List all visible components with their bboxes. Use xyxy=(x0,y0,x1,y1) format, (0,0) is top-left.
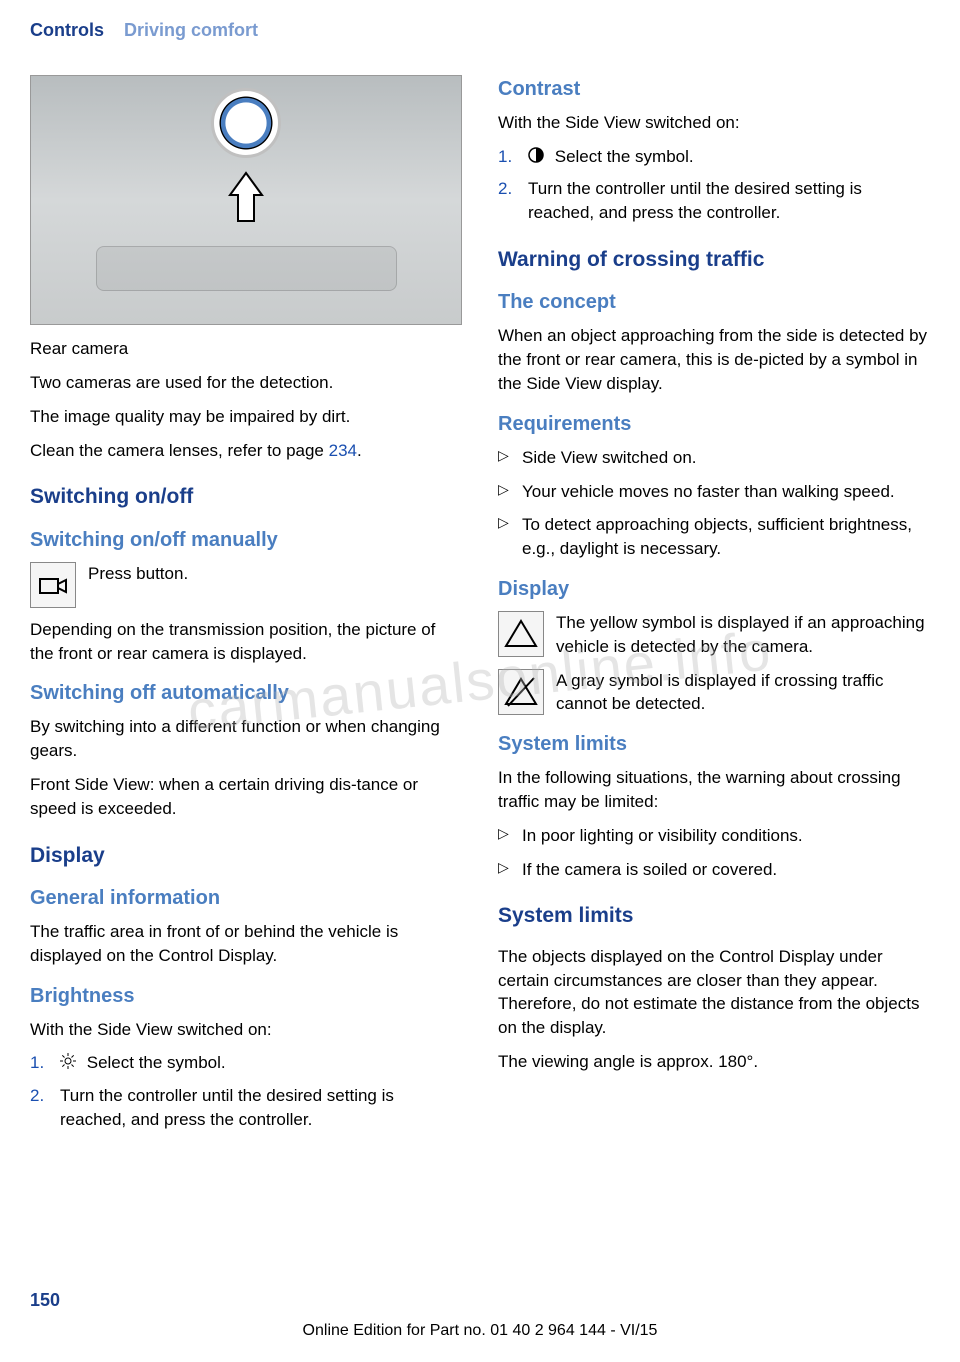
list-text: Select the symbol. xyxy=(555,147,694,166)
trunk-handle xyxy=(96,246,397,291)
heading-concept: The concept xyxy=(498,288,930,316)
page-header: Controls Driving comfort xyxy=(0,0,960,55)
brightness-steps: Select the symbol. Turn the controller u… xyxy=(30,1051,462,1131)
camera-button-icon xyxy=(30,562,76,608)
paragraph: Depending on the transmission position, … xyxy=(30,618,462,666)
heading-requirements: Requirements xyxy=(498,410,930,438)
list-item: Your vehicle moves no faster than walkin… xyxy=(498,480,930,504)
edition-text: Online Edition for Part no. 01 40 2 964 … xyxy=(30,1320,930,1342)
paragraph: By switching into a different function o… xyxy=(30,715,462,763)
rear-camera-photo xyxy=(30,75,462,325)
photo-caption: Rear camera xyxy=(30,337,462,361)
paragraph: With the Side View switched on: xyxy=(30,1018,462,1042)
heading-switching-auto: Switching off automatically xyxy=(30,679,462,707)
list-item: Select the symbol. xyxy=(30,1051,462,1075)
heading-system-limits: System limits xyxy=(498,730,930,758)
heading-warning-crossing: Warning of crossing traffic xyxy=(498,245,930,274)
bmw-badge-icon xyxy=(211,88,281,158)
arrow-up-icon xyxy=(226,171,266,227)
heading-display: Display xyxy=(30,841,462,870)
display-row-gray: A gray symbol is displayed if crossing t… xyxy=(498,669,930,717)
paragraph: The viewing angle is approx. 180°. xyxy=(498,1050,930,1074)
paragraph: With the Side View switched on: xyxy=(498,111,930,135)
warning-triangle-icon xyxy=(498,611,544,657)
heading-brightness: Brightness xyxy=(30,982,462,1010)
warning-triangle-crossed-icon xyxy=(498,669,544,715)
paragraph: Clean the camera lenses, refer to page 2… xyxy=(30,439,462,463)
text: Clean the camera lenses, refer to page xyxy=(30,441,329,460)
heading-general-info: General information xyxy=(30,884,462,912)
list-text: Select the symbol. xyxy=(87,1053,226,1072)
header-controls: Controls xyxy=(30,18,104,43)
contrast-steps: Select the symbol. Turn the controller u… xyxy=(498,145,930,225)
heading-display2: Display xyxy=(498,575,930,603)
requirements-list: Side View switched on. Your vehicle move… xyxy=(498,446,930,561)
display-row-yellow: The yellow symbol is displayed if an app… xyxy=(498,611,930,659)
left-column: Rear camera Two cameras are used for the… xyxy=(30,75,462,1139)
list-item: If the camera is soiled or covered. xyxy=(498,858,930,882)
list-item: Turn the controller until the desired se… xyxy=(30,1084,462,1132)
press-button-row: Press button. xyxy=(30,562,462,608)
list-item: Side View switched on. xyxy=(498,446,930,470)
page-link[interactable]: 234 xyxy=(329,441,357,460)
list-item: Turn the controller until the desired se… xyxy=(498,177,930,225)
page-number: 150 xyxy=(30,1288,930,1313)
heading-switching-manual: Switching on/off manually xyxy=(30,526,462,554)
content-columns: Rear camera Two cameras are used for the… xyxy=(0,55,960,1139)
list-item: Select the symbol. xyxy=(498,145,930,169)
page-footer: 150 Online Edition for Part no. 01 40 2 … xyxy=(0,1272,960,1362)
heading-contrast: Contrast xyxy=(498,75,930,103)
paragraph: The image quality may be impaired by dir… xyxy=(30,405,462,429)
limits-list: In poor lighting or visibility condition… xyxy=(498,824,930,882)
display-text: The yellow symbol is displayed if an app… xyxy=(556,611,930,659)
right-column: Contrast With the Side View switched on:… xyxy=(498,75,930,1139)
contrast-icon xyxy=(528,146,544,170)
paragraph: Front Side View: when a certain driving … xyxy=(30,773,462,821)
paragraph: The objects displayed on the Control Dis… xyxy=(498,945,930,1040)
header-section: Driving comfort xyxy=(124,18,258,43)
paragraph: In the following situations, the warning… xyxy=(498,766,930,814)
display-text: A gray symbol is displayed if crossing t… xyxy=(556,669,930,717)
paragraph: Two cameras are used for the detection. xyxy=(30,371,462,395)
heading-system-limits-2: System limits xyxy=(498,901,930,930)
press-button-text: Press button. xyxy=(88,562,462,586)
brightness-icon xyxy=(60,1052,76,1076)
text: . xyxy=(357,441,362,460)
paragraph: The traffic area in front of or behind t… xyxy=(30,920,462,968)
heading-switching: Switching on/off xyxy=(30,482,462,511)
list-item: In poor lighting or visibility condition… xyxy=(498,824,930,848)
paragraph: When an object approaching from the side… xyxy=(498,324,930,395)
list-item: To detect approaching objects, sufficien… xyxy=(498,513,930,561)
